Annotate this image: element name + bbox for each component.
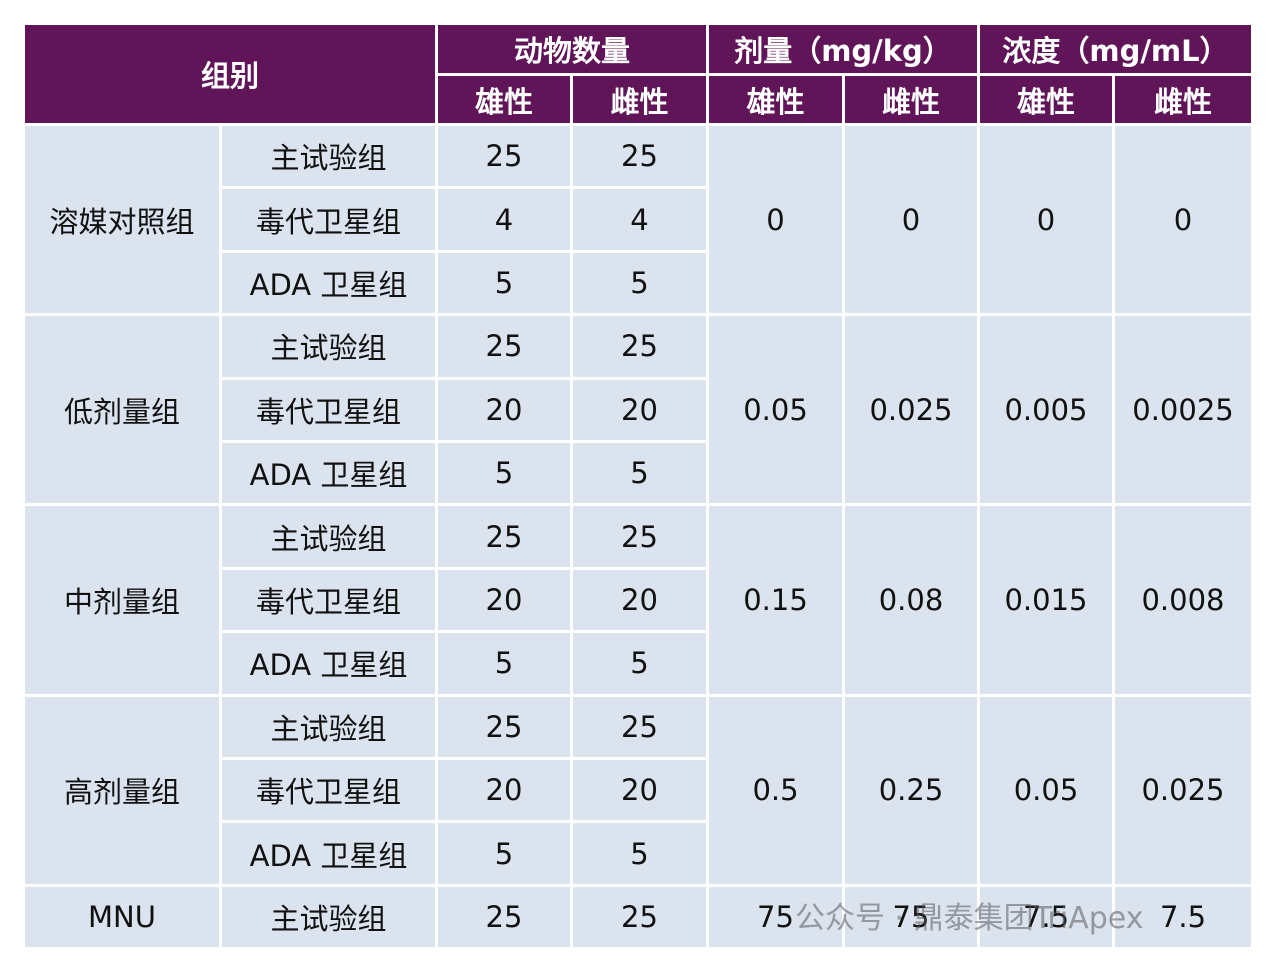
header-sub: 雄性 xyxy=(709,76,842,123)
subgroup-name: 主试验组 xyxy=(222,696,435,757)
count-cell: 20 xyxy=(573,569,706,631)
count-cell: 25 xyxy=(573,886,706,948)
dose-cell: 0 xyxy=(709,126,842,314)
header-sub: 雌性 xyxy=(1115,76,1251,123)
subgroup-name: 主试验组 xyxy=(222,886,435,948)
dose-cell: 0.025 xyxy=(1115,696,1251,884)
header-sub: 雌性 xyxy=(845,76,977,123)
count-cell: 25 xyxy=(573,126,706,187)
dose-cell: 0.5 xyxy=(709,696,842,884)
count-cell: 20 xyxy=(573,760,706,821)
dose-cell: 0 xyxy=(980,126,1112,314)
dose-cell: 75 xyxy=(845,886,977,948)
dose-cell: 0 xyxy=(845,126,977,314)
count-cell: 5 xyxy=(573,443,706,504)
dose-cell: 0.008 xyxy=(1115,506,1251,694)
subgroup-name: ADA 卫星组 xyxy=(222,633,435,694)
dose-cell: 0.25 xyxy=(845,696,977,884)
subgroup-name: 主试验组 xyxy=(222,126,435,187)
dose-cell: 0 xyxy=(1115,126,1251,314)
dose-cell: 0.15 xyxy=(709,506,842,694)
count-cell: 25 xyxy=(438,316,570,377)
subgroup-name: 毒代卫星组 xyxy=(222,569,435,631)
count-cell: 4 xyxy=(438,189,570,250)
count-cell: 25 xyxy=(438,126,570,187)
subgroup-name: ADA 卫星组 xyxy=(222,252,435,314)
subgroup-name: 毒代卫星组 xyxy=(222,189,435,250)
count-cell: 25 xyxy=(438,886,570,948)
count-cell: 4 xyxy=(573,189,706,250)
dose-cell: 75 xyxy=(709,886,842,948)
count-cell: 25 xyxy=(438,696,570,757)
group-name: MNU xyxy=(25,886,219,948)
count-cell: 25 xyxy=(573,316,706,377)
header-cell: 浓度（mg/mL） xyxy=(980,25,1251,73)
count-cell: 5 xyxy=(573,633,706,694)
header-cell: 动物数量 xyxy=(438,25,706,73)
subgroup-name: 毒代卫星组 xyxy=(222,379,435,440)
header-sub: 雄性 xyxy=(438,76,570,123)
dose-cell: 7.5 xyxy=(980,886,1112,948)
count-cell: 20 xyxy=(573,379,706,440)
subgroup-name: ADA 卫星组 xyxy=(222,443,435,504)
subgroup-name: ADA 卫星组 xyxy=(222,823,435,884)
group-name: 低剂量组 xyxy=(25,316,219,504)
count-cell: 5 xyxy=(573,252,706,314)
count-cell: 25 xyxy=(573,506,706,567)
header-cell: 剂量（mg/kg） xyxy=(709,25,977,73)
dose-cell: 0.08 xyxy=(845,506,977,694)
count-cell: 20 xyxy=(438,760,570,821)
count-cell: 5 xyxy=(438,633,570,694)
subgroup-name: 主试验组 xyxy=(222,506,435,567)
dose-cell: 0.005 xyxy=(980,316,1112,504)
dose-cell: 7.5 xyxy=(1115,886,1251,948)
count-cell: 5 xyxy=(438,252,570,314)
header-sub: 雌性 xyxy=(573,76,706,123)
count-cell: 25 xyxy=(573,696,706,757)
dose-cell: 0.05 xyxy=(980,696,1112,884)
count-cell: 5 xyxy=(573,823,706,884)
group-name: 溶媒对照组 xyxy=(25,126,219,314)
header-cell: 组别 xyxy=(25,25,435,123)
group-name: 高剂量组 xyxy=(25,696,219,884)
group-name: 中剂量组 xyxy=(25,506,219,694)
count-cell: 5 xyxy=(438,443,570,504)
dose-cell: 0.0025 xyxy=(1115,316,1251,504)
count-cell: 25 xyxy=(438,506,570,567)
count-cell: 20 xyxy=(438,379,570,440)
header-sub: 雄性 xyxy=(980,76,1112,123)
count-cell: 5 xyxy=(438,823,570,884)
dose-cell: 0.05 xyxy=(709,316,842,504)
dose-cell: 0.025 xyxy=(845,316,977,504)
dose-cell: 0.015 xyxy=(980,506,1112,694)
watermark: 公众号 · 鼎泰集团TriApex xyxy=(795,901,1144,936)
subgroup-name: 主试验组 xyxy=(222,316,435,377)
subgroup-name: 毒代卫星组 xyxy=(222,760,435,821)
count-cell: 20 xyxy=(438,569,570,631)
